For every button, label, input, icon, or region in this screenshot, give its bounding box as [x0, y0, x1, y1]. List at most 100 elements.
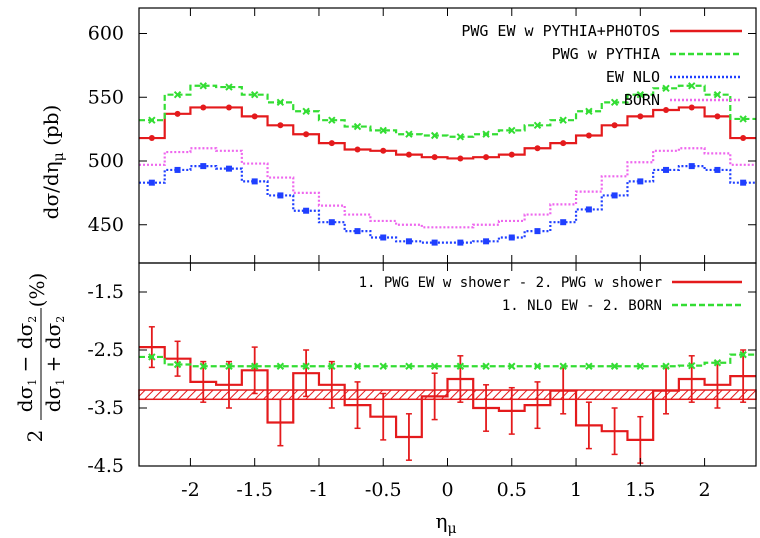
top-series-0-point — [663, 107, 670, 113]
top-series-0-point — [277, 122, 284, 129]
bottom-series-1-point — [276, 362, 285, 370]
bottom-ylabel-unit: (%) — [25, 273, 49, 308]
top-series-0-point — [534, 145, 541, 152]
bottom-series-1-point — [456, 362, 465, 370]
top-series-0-point — [611, 122, 618, 129]
bottom-ylabel-numerator: dσ1 − dσ2 — [13, 316, 39, 412]
top-legend-label: PWG EW w PYTHIA+PHOTOS — [461, 22, 660, 40]
top-series-1-point — [173, 90, 182, 99]
bottom-ytick-label: -1.5 — [87, 281, 124, 303]
bottom-series-1-point — [688, 361, 696, 370]
bottom-legend-label: 1. NLO EW - 2. BORN — [502, 298, 662, 314]
top-series-1-point — [508, 126, 516, 135]
top-series-2-point — [277, 192, 284, 199]
top-series-1-point — [353, 122, 362, 131]
x-tick-label: 0.5 — [497, 479, 527, 501]
bottom-panel: -4.5 -3.5 -2.5 -1.5 -2 -1.5 -1 -0.5 0 0.5 1 1.5 2 1. … — [87, 262, 757, 501]
top-legend-label: BORN — [624, 91, 660, 109]
x-tick-label: -1.5 — [236, 479, 273, 501]
top-series-1-point — [430, 131, 439, 140]
top-series-1-point — [328, 116, 336, 124]
top-series-1-point — [688, 82, 696, 90]
top-series-1-point — [250, 90, 259, 99]
bottom-series-1-point — [482, 362, 490, 370]
top-series-1-point — [713, 90, 722, 99]
top-series-1-point — [148, 116, 156, 124]
top-series-0-point — [585, 132, 592, 139]
top-series-2-point — [637, 178, 644, 185]
x-tick-label: -1 — [310, 479, 329, 501]
x-tick-label: -2 — [181, 479, 200, 501]
top-series-0-point — [328, 140, 335, 147]
top-series-2-point — [457, 239, 464, 246]
top-series-1-point — [739, 115, 747, 123]
bottom-series-1-point — [636, 362, 645, 370]
bottom-ylabel-factor: 2 — [23, 430, 47, 443]
x-axis-title: ημ — [435, 509, 456, 537]
top-series-2-point — [431, 239, 438, 246]
bottom-ylabel: 2 dσ1 − dσ2 dσ1 + dσ2 (%) — [13, 273, 67, 443]
bottom-series-1-point — [559, 362, 567, 370]
top-series-2-point — [174, 166, 181, 173]
top-series-1-line — [139, 84, 756, 138]
bottom-series-1-point — [405, 362, 413, 370]
bottom-series-1-point — [610, 362, 619, 370]
top-series-0-point — [354, 146, 361, 153]
top-series-1-point — [456, 133, 465, 141]
bottom-ylabel-denominator: dσ1 + dσ2 — [41, 316, 67, 412]
top-series-2-point — [663, 166, 670, 173]
top-series-0-point — [380, 147, 387, 154]
top-legend-label: PWG w PYTHIA — [552, 45, 660, 63]
bottom-series-1-point — [250, 362, 259, 370]
bottom-series-1-point — [713, 359, 722, 367]
top-series-2-point — [405, 238, 412, 245]
bottom-series-1-point — [508, 362, 516, 370]
top-series-0-point — [637, 113, 644, 120]
top-series-0-point — [560, 140, 567, 147]
top-ytick-label: 550 — [88, 86, 124, 108]
top-series-2-point — [251, 178, 258, 185]
top-series-0-point — [714, 113, 721, 120]
top-series-0-point — [457, 155, 464, 162]
top-series-0 — [139, 104, 756, 162]
x-tick-label: 1 — [570, 479, 582, 501]
bottom-series-1 — [139, 350, 756, 370]
top-series-2-point — [688, 163, 695, 170]
top-series-2-point — [611, 192, 618, 199]
top-series-2-point — [714, 166, 721, 173]
top-series-1-point — [276, 98, 285, 107]
top-series-1-point — [610, 98, 619, 107]
top-series-0-point — [431, 154, 438, 161]
top-series-1 — [139, 82, 756, 141]
top-series-0-point — [174, 110, 181, 117]
top-legend-label: EW NLO — [606, 68, 660, 86]
top-series-2 — [139, 163, 756, 246]
top-series-2-point — [148, 179, 155, 186]
top-series-1-point — [559, 116, 567, 124]
x-tick-label: -0.5 — [365, 479, 402, 501]
bottom-series-1-point — [225, 362, 233, 370]
bottom-series-1-point — [302, 362, 310, 370]
bottom-series-1-point — [662, 362, 670, 370]
top-series-2-point — [483, 238, 490, 245]
top-series-2-point — [534, 228, 541, 235]
top-series-1-point — [199, 82, 207, 90]
x-tick-label: 1.5 — [625, 479, 655, 501]
top-series-1-point — [636, 90, 645, 99]
top-series-1-point — [662, 84, 670, 93]
bottom-series-1-point — [199, 362, 207, 370]
top-series-0-point — [483, 154, 490, 161]
top-series-0-point — [148, 135, 155, 142]
top-series-2-point — [508, 234, 515, 241]
top-panel: 450 500 550 600 PWG EW w PYTHIA+PHOTOS PWG w … — [88, 7, 757, 264]
top-series-2-point — [200, 163, 207, 170]
top-series-2-point — [585, 206, 592, 213]
top-series-0-point — [740, 135, 747, 142]
bottom-ytick-label: -2.5 — [87, 339, 124, 361]
bottom-ytick-label: -3.5 — [87, 397, 124, 419]
top-series-0-point — [405, 151, 412, 158]
top-series-0-point — [251, 113, 258, 120]
top-ytick-label: 450 — [88, 214, 124, 236]
top-series-2-point — [328, 219, 335, 226]
